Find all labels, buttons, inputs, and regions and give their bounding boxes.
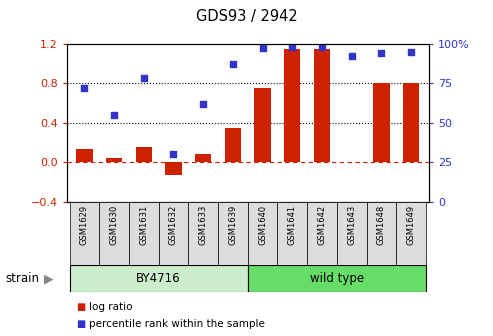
Text: GSM1629: GSM1629 — [80, 205, 89, 245]
Text: ▶: ▶ — [43, 272, 53, 285]
Point — [110, 112, 118, 118]
Bar — [225, 128, 241, 162]
Bar — [70, 202, 99, 265]
Text: ■: ■ — [76, 319, 86, 329]
Bar — [106, 158, 122, 162]
Text: GSM1639: GSM1639 — [228, 205, 238, 245]
Bar — [307, 202, 337, 265]
Bar — [403, 83, 419, 162]
Text: GSM1640: GSM1640 — [258, 205, 267, 245]
Text: GSM1649: GSM1649 — [407, 205, 416, 245]
Bar — [254, 88, 271, 162]
Text: GSM1648: GSM1648 — [377, 205, 386, 245]
Bar — [248, 265, 426, 292]
Bar — [136, 147, 152, 162]
Bar — [248, 202, 278, 265]
Text: GSM1630: GSM1630 — [109, 205, 119, 245]
Bar — [396, 202, 426, 265]
Text: ■: ■ — [76, 302, 86, 312]
Bar — [188, 202, 218, 265]
Bar — [314, 49, 330, 162]
Point — [288, 44, 296, 49]
Bar — [99, 202, 129, 265]
Bar — [165, 162, 181, 175]
Bar — [278, 202, 307, 265]
Bar — [218, 202, 248, 265]
Bar — [284, 49, 300, 162]
Point — [318, 44, 326, 49]
Point — [140, 76, 148, 81]
Point — [199, 101, 207, 107]
Point — [407, 49, 415, 54]
Text: GSM1632: GSM1632 — [169, 205, 178, 245]
Point — [229, 61, 237, 67]
Bar — [159, 202, 188, 265]
Bar — [373, 83, 389, 162]
Text: GSM1643: GSM1643 — [347, 205, 356, 245]
Point — [348, 54, 355, 59]
Bar — [366, 202, 396, 265]
Point — [378, 50, 386, 56]
Text: GDS93 / 2942: GDS93 / 2942 — [196, 8, 297, 24]
Bar — [337, 202, 366, 265]
Point — [259, 46, 267, 51]
Bar — [76, 149, 93, 162]
Text: GSM1631: GSM1631 — [140, 205, 148, 245]
Text: GSM1641: GSM1641 — [288, 205, 297, 245]
Point — [170, 152, 177, 157]
Bar — [70, 265, 248, 292]
Text: GSM1642: GSM1642 — [317, 205, 326, 245]
Text: wild type: wild type — [310, 272, 364, 285]
Bar — [129, 202, 159, 265]
Bar — [195, 154, 211, 162]
Text: BY4716: BY4716 — [137, 272, 181, 285]
Point — [80, 85, 88, 91]
Text: strain: strain — [5, 272, 39, 285]
Text: log ratio: log ratio — [89, 302, 132, 312]
Text: percentile rank within the sample: percentile rank within the sample — [89, 319, 265, 329]
Text: GSM1633: GSM1633 — [199, 205, 208, 245]
